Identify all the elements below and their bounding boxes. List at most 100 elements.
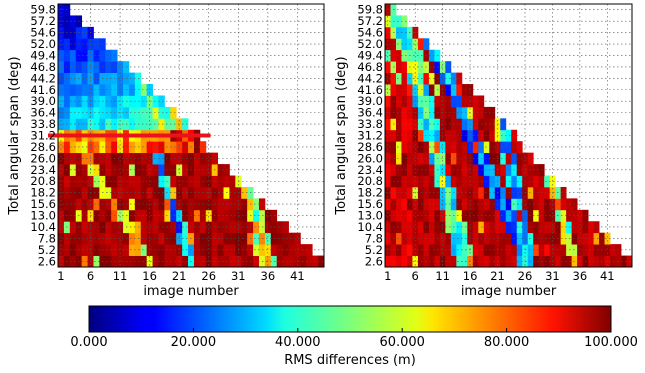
heatmap-cell — [128, 209, 136, 222]
heatmap-cell — [217, 244, 224, 256]
y-tick-label: 31.2 — [357, 129, 383, 143]
heatmap-cell — [445, 61, 452, 73]
heatmap-cell — [93, 209, 100, 222]
heatmap-cell — [93, 95, 100, 108]
heatmap-cell — [253, 209, 260, 222]
heatmap-cell — [217, 209, 224, 222]
heatmap-cell — [395, 209, 402, 222]
heatmap-cell — [412, 49, 419, 62]
heatmap-cell — [294, 244, 301, 256]
heatmap-cell — [505, 198, 512, 211]
heatmap-cell — [134, 221, 142, 234]
heatmap-cell — [549, 232, 556, 245]
heatmap-cell — [93, 141, 100, 154]
heatmap-cell — [445, 141, 452, 154]
heatmap-cell — [401, 186, 408, 199]
heatmap-cell — [472, 175, 479, 188]
heatmap-cell — [288, 255, 295, 268]
y-tick-label: 46.8 — [30, 60, 56, 74]
heatmap-cell — [385, 4, 391, 16]
heatmap-cell — [134, 106, 142, 119]
heatmap-cell — [193, 244, 201, 256]
heatmap-cell — [229, 209, 236, 222]
heatmap-cell — [128, 118, 136, 131]
heatmap-cell — [253, 232, 260, 245]
heatmap-cell — [69, 152, 77, 165]
heatmap-cell — [610, 244, 616, 256]
heatmap-cell — [505, 232, 512, 245]
heatmap-cell — [489, 118, 496, 131]
heatmap-cell — [489, 255, 496, 268]
heatmap-cell — [483, 152, 490, 165]
heatmap-cell — [140, 141, 148, 154]
heatmap-cell — [412, 244, 419, 256]
heatmap-cell — [105, 255, 112, 268]
heatmap-cell — [516, 221, 523, 234]
heatmap-cell — [461, 232, 468, 245]
heatmap-cell — [456, 152, 463, 165]
heatmap-cell — [182, 186, 189, 199]
heatmap-cell — [412, 141, 419, 154]
heatmap-cell — [58, 4, 65, 16]
heatmap-cell — [456, 118, 463, 131]
heatmap-cell — [105, 141, 112, 154]
heatmap-cell — [264, 244, 272, 256]
heatmap-cell — [445, 118, 452, 131]
heatmap-cell — [270, 232, 278, 245]
y-tick-label: 36.4 — [30, 106, 56, 120]
y-tick-label: 52.0 — [357, 37, 383, 51]
heatmap-cell — [385, 61, 391, 73]
heatmap-cell — [533, 175, 540, 188]
heatmap-cell — [134, 141, 142, 154]
heatmap-cell — [205, 232, 213, 245]
heatmap-cell — [472, 244, 479, 256]
heatmap-cell — [439, 129, 446, 142]
heatmap-cell — [461, 95, 468, 108]
heatmap-cell — [395, 118, 402, 131]
heatmap-cell — [461, 255, 468, 268]
heatmap-cell — [527, 209, 534, 222]
heatmap-cell — [170, 221, 177, 234]
heatmap-cell — [456, 244, 463, 256]
y-tick-label: 5.2 — [365, 243, 383, 257]
left-x-tick-labels: 1 6 11 16 21 26 31 36 41 — [57, 269, 304, 283]
heatmap-cell — [472, 221, 479, 234]
heatmap-cell — [461, 141, 468, 154]
heatmap-cell — [152, 95, 159, 108]
heatmap-cell — [164, 175, 171, 188]
heatmap-cell — [69, 72, 77, 85]
heatmap-cell — [217, 255, 224, 268]
heatmap-cell — [146, 244, 153, 256]
heatmap-cell — [527, 152, 534, 165]
heatmap-cell — [93, 255, 100, 268]
x-tick-label: 26 — [201, 269, 216, 283]
heatmap-cell — [69, 95, 77, 108]
heatmap-cell — [505, 152, 512, 165]
heatmap-cell — [577, 244, 583, 256]
heatmap-cell — [170, 244, 177, 256]
heatmap-cell — [152, 232, 159, 245]
heatmap-cell — [152, 198, 159, 211]
heatmap-cell — [105, 198, 112, 211]
heatmap-cell — [164, 244, 171, 256]
heatmap-cell — [417, 49, 424, 62]
heatmap-cell — [610, 255, 616, 268]
heatmap-cell — [527, 255, 534, 268]
heatmap-cell — [472, 232, 479, 245]
heatmap-cell — [560, 244, 567, 256]
heatmap-cell — [288, 232, 295, 245]
y-tick-label: 2.6 — [38, 254, 56, 268]
heatmap-cell — [593, 255, 600, 268]
heatmap-cell — [500, 186, 507, 199]
heatmap-cell — [93, 72, 100, 85]
heatmap-cell — [140, 232, 148, 245]
heatmap-cell — [527, 244, 534, 256]
heatmap-cell — [428, 72, 435, 85]
heatmap-cell — [439, 244, 446, 256]
heatmap-cell — [58, 209, 65, 222]
heatmap-cell — [81, 164, 88, 176]
heatmap-cell — [105, 84, 112, 96]
heatmap-cell — [417, 129, 424, 142]
heatmap-cell — [69, 49, 77, 62]
heatmap-cell — [588, 255, 594, 268]
